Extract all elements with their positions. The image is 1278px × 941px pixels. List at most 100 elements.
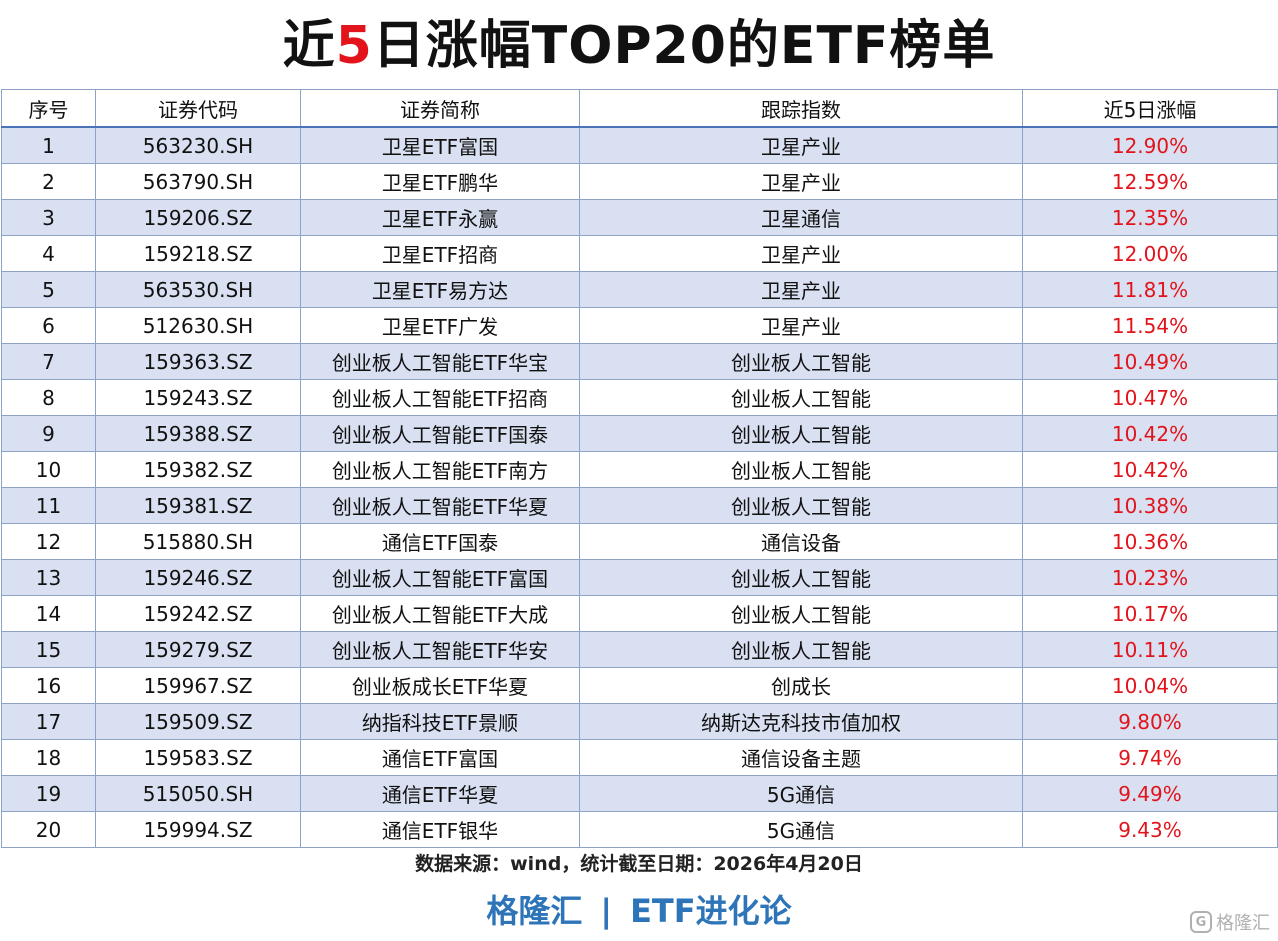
header-code: 证券代码 — [95, 89, 301, 128]
cell-index: 卫星产业 — [579, 163, 1023, 200]
page-title: 近5日涨幅TOP20的ETF榜单 — [0, 8, 1278, 84]
cell-index: 创业板人工智能 — [579, 631, 1023, 668]
cell-change: 12.59% — [1022, 163, 1278, 200]
table-row: 1 563230.SH 卫星ETF富国 卫星产业 12.90% — [1, 126, 1278, 164]
cell-rank: 16 — [1, 667, 96, 704]
title-highlight: 5 — [335, 16, 373, 76]
header-index: 跟踪指数 — [579, 89, 1023, 128]
cell-index: 卫星产业 — [579, 126, 1023, 164]
title-suffix: 日涨幅TOP20的ETF榜单 — [372, 16, 996, 76]
cell-code: 159279.SZ — [95, 631, 301, 668]
cell-rank: 1 — [1, 126, 96, 164]
cell-code: 159509.SZ — [95, 703, 301, 740]
cell-change: 9.74% — [1022, 739, 1278, 776]
cell-name: 创业板人工智能ETF华安 — [300, 631, 580, 668]
table-row: 11 159381.SZ 创业板人工智能ETF华夏 创业板人工智能 10.38% — [1, 487, 1278, 524]
table-row: 5 563530.SH 卫星ETF易方达 卫星产业 11.81% — [1, 271, 1278, 308]
cell-change: 10.49% — [1022, 343, 1278, 380]
table-row: 2 563790.SH 卫星ETF鹏华 卫星产业 12.59% — [1, 163, 1278, 200]
cell-index: 卫星通信 — [579, 199, 1023, 236]
cell-code: 159382.SZ — [95, 451, 301, 488]
cell-index: 创业板人工智能 — [579, 343, 1023, 380]
cell-rank: 2 — [1, 163, 96, 200]
cell-index: 通信设备主题 — [579, 739, 1023, 776]
cell-rank: 12 — [1, 523, 96, 560]
cell-code: 159206.SZ — [95, 199, 301, 236]
cell-code: 515880.SH — [95, 523, 301, 560]
cell-code: 563530.SH — [95, 271, 301, 308]
cell-index: 5G通信 — [579, 811, 1023, 848]
cell-change: 11.81% — [1022, 271, 1278, 308]
table-row: 15 159279.SZ 创业板人工智能ETF华安 创业板人工智能 10.11% — [1, 631, 1278, 668]
cell-rank: 4 — [1, 235, 96, 272]
cell-name: 创业板人工智能ETF大成 — [300, 595, 580, 632]
table-header-row: 序号 证券代码 证券简称 跟踪指数 近5日涨幅 — [1, 89, 1278, 128]
cell-name: 纳指科技ETF景顺 — [300, 703, 580, 740]
cell-index: 纳斯达克科技市值加权 — [579, 703, 1023, 740]
cell-name: 创业板人工智能ETF华夏 — [300, 487, 580, 524]
cell-index: 创业板人工智能 — [579, 415, 1023, 452]
cell-index: 创业板人工智能 — [579, 379, 1023, 416]
table-row: 17 159509.SZ 纳指科技ETF景顺 纳斯达克科技市值加权 9.80% — [1, 703, 1278, 740]
cell-code: 159218.SZ — [95, 235, 301, 272]
cell-name: 创业板人工智能ETF南方 — [300, 451, 580, 488]
table-row: 20 159994.SZ 通信ETF银华 5G通信 9.43% — [1, 811, 1278, 848]
cell-index: 通信设备 — [579, 523, 1023, 560]
cell-rank: 6 — [1, 307, 96, 344]
cell-change: 10.17% — [1022, 595, 1278, 632]
cell-name: 创业板人工智能ETF富国 — [300, 559, 580, 596]
header-name: 证券简称 — [300, 89, 580, 128]
header-rank: 序号 — [1, 89, 96, 128]
cell-name: 创业板人工智能ETF华宝 — [300, 343, 580, 380]
cell-change: 10.36% — [1022, 523, 1278, 560]
cell-code: 159242.SZ — [95, 595, 301, 632]
table-row: 4 159218.SZ 卫星ETF招商 卫星产业 12.00% — [1, 235, 1278, 272]
cell-index: 卫星产业 — [579, 235, 1023, 272]
cell-index: 创业板人工智能 — [579, 487, 1023, 524]
cell-code: 159967.SZ — [95, 667, 301, 704]
etf-ranking-table: 序号 证券代码 证券简称 跟踪指数 近5日涨幅 1 563230.SH 卫星ETF富… — [1, 89, 1278, 848]
cell-change: 12.00% — [1022, 235, 1278, 272]
table-row: 18 159583.SZ 通信ETF富国 通信设备主题 9.74% — [1, 739, 1278, 776]
cell-code: 159363.SZ — [95, 343, 301, 380]
cell-name: 卫星ETF鹏华 — [300, 163, 580, 200]
table-row: 12 515880.SH 通信ETF国泰 通信设备 10.36% — [1, 523, 1278, 560]
cell-change: 10.23% — [1022, 559, 1278, 596]
cell-name: 卫星ETF招商 — [300, 235, 580, 272]
cell-rank: 9 — [1, 415, 96, 452]
cell-rank: 3 — [1, 199, 96, 236]
cell-name: 通信ETF华夏 — [300, 775, 580, 812]
cell-index: 卫星产业 — [579, 271, 1023, 308]
cell-code: 159246.SZ — [95, 559, 301, 596]
cell-change: 9.43% — [1022, 811, 1278, 848]
cell-name: 创业板人工智能ETF招商 — [300, 379, 580, 416]
table-row: 6 512630.SH 卫星ETF广发 卫星产业 11.54% — [1, 307, 1278, 344]
watermark: G 格隆汇 — [1190, 909, 1270, 935]
cell-name: 创业板人工智能ETF国泰 — [300, 415, 580, 452]
cell-code: 159388.SZ — [95, 415, 301, 452]
table-row: 7 159363.SZ 创业板人工智能ETF华宝 创业板人工智能 10.49% — [1, 343, 1278, 380]
cell-name: 通信ETF银华 — [300, 811, 580, 848]
brand-column: ETF进化论 — [630, 892, 792, 930]
cell-rank: 5 — [1, 271, 96, 308]
cell-rank: 11 — [1, 487, 96, 524]
cell-code: 159381.SZ — [95, 487, 301, 524]
cell-change: 9.80% — [1022, 703, 1278, 740]
table-body: 1 563230.SH 卫星ETF富国 卫星产业 12.90% 2 563790.SH 卫星E… — [1, 126, 1278, 848]
brand-separator: | — [600, 892, 613, 930]
table-row: 16 159967.SZ 创业板成长ETF华夏 创成长 10.04% — [1, 667, 1278, 704]
cell-code: 563790.SH — [95, 163, 301, 200]
cell-change: 10.11% — [1022, 631, 1278, 668]
title-prefix: 近 — [282, 16, 336, 76]
brand-name: 格隆汇 — [486, 892, 583, 930]
cell-change: 10.04% — [1022, 667, 1278, 704]
cell-rank: 8 — [1, 379, 96, 416]
cell-rank: 15 — [1, 631, 96, 668]
header-change: 近5日涨幅 — [1022, 89, 1278, 128]
cell-code: 159994.SZ — [95, 811, 301, 848]
table-row: 13 159246.SZ 创业板人工智能ETF富国 创业板人工智能 10.23% — [1, 559, 1278, 596]
cell-name: 卫星ETF广发 — [300, 307, 580, 344]
cell-change: 11.54% — [1022, 307, 1278, 344]
gelonghui-logo-icon: G — [1190, 911, 1212, 933]
cell-name: 卫星ETF易方达 — [300, 271, 580, 308]
